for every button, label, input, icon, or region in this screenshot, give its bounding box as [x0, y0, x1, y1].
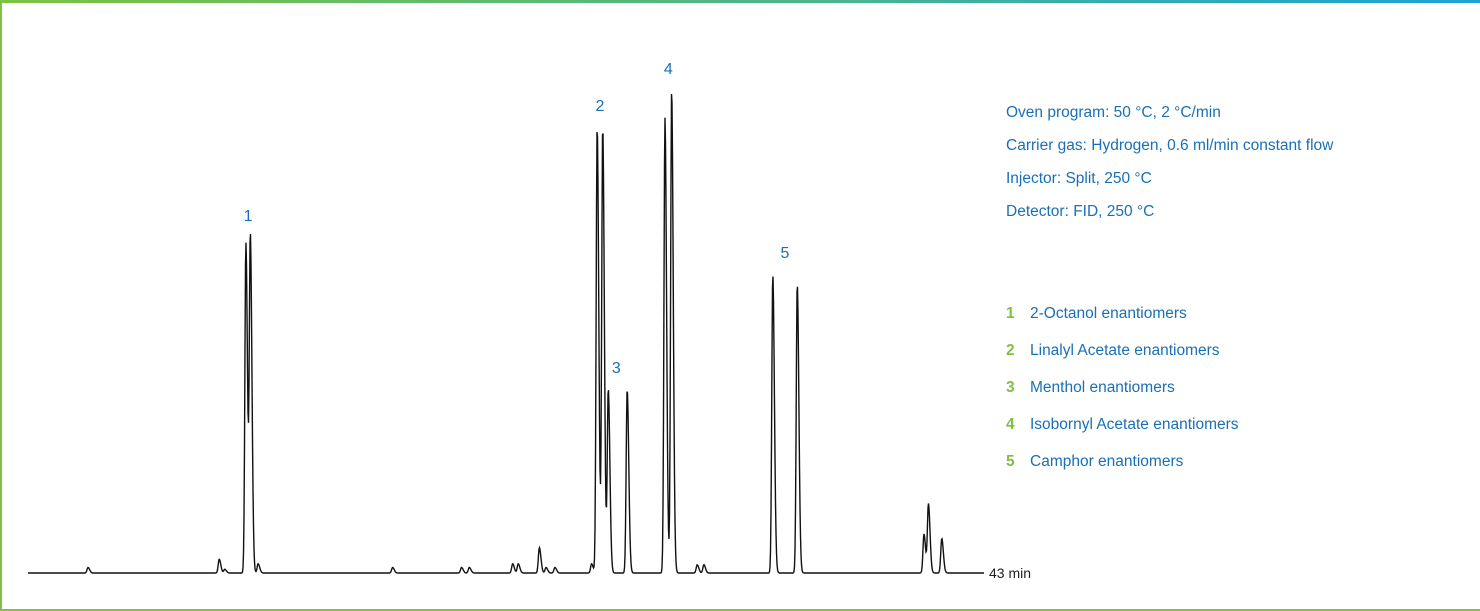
peak-label-5: 5 — [781, 245, 790, 262]
detector-text: Detector: FID, 250 °C — [1006, 203, 1155, 220]
conditions-block: Oven program: 50 °C, 2 °C/min Carrier ga… — [1006, 96, 1333, 228]
peak-label-3: 3 — [612, 360, 621, 377]
legend-number: 5 — [1006, 453, 1015, 470]
carrier-gas-text: Carrier gas: Hydrogen, 0.6 ml/min consta… — [1006, 137, 1334, 154]
peak-labels: 1 2 3 4 5 — [244, 61, 790, 377]
legend-item: 3 Menthol enantiomers — [1006, 369, 1239, 406]
legend-number: 2 — [1006, 342, 1015, 359]
legend-item: 2 Linalyl Acetate enantiomers — [1006, 332, 1239, 369]
peak-legend: 1 2-Octanol enantiomers 2 Linalyl Acetate … — [1006, 295, 1239, 480]
peak-label-4: 4 — [664, 61, 673, 78]
injector-text: Injector: Split, 250 °C — [1006, 170, 1152, 187]
legend-number: 3 — [1006, 379, 1015, 396]
time-end-label: 43 min — [989, 565, 1031, 581]
legend-item: 1 2-Octanol enantiomers — [1006, 295, 1239, 332]
legend-text: Linalyl Acetate enantiomers — [1030, 342, 1220, 359]
legend-text: Camphor enantiomers — [1030, 453, 1184, 470]
top-accent-bar — [0, 0, 1480, 3]
legend-number: 4 — [1006, 416, 1015, 433]
peak-label-2: 2 — [595, 98, 604, 115]
chromatogram-trace — [28, 94, 984, 574]
legend-number: 1 — [1006, 305, 1015, 322]
oven-program-text: Oven program: 50 °C, 2 °C/min — [1006, 104, 1221, 121]
legend-item: 5 Camphor enantiomers — [1006, 443, 1239, 480]
legend-text: Menthol enantiomers — [1030, 379, 1175, 396]
legend-item: 4 Isobornyl Acetate enantiomers — [1006, 406, 1239, 443]
legend-text: Isobornyl Acetate enantiomers — [1030, 416, 1239, 433]
legend-text: 2-Octanol enantiomers — [1030, 305, 1187, 322]
peak-label-1: 1 — [244, 208, 253, 225]
